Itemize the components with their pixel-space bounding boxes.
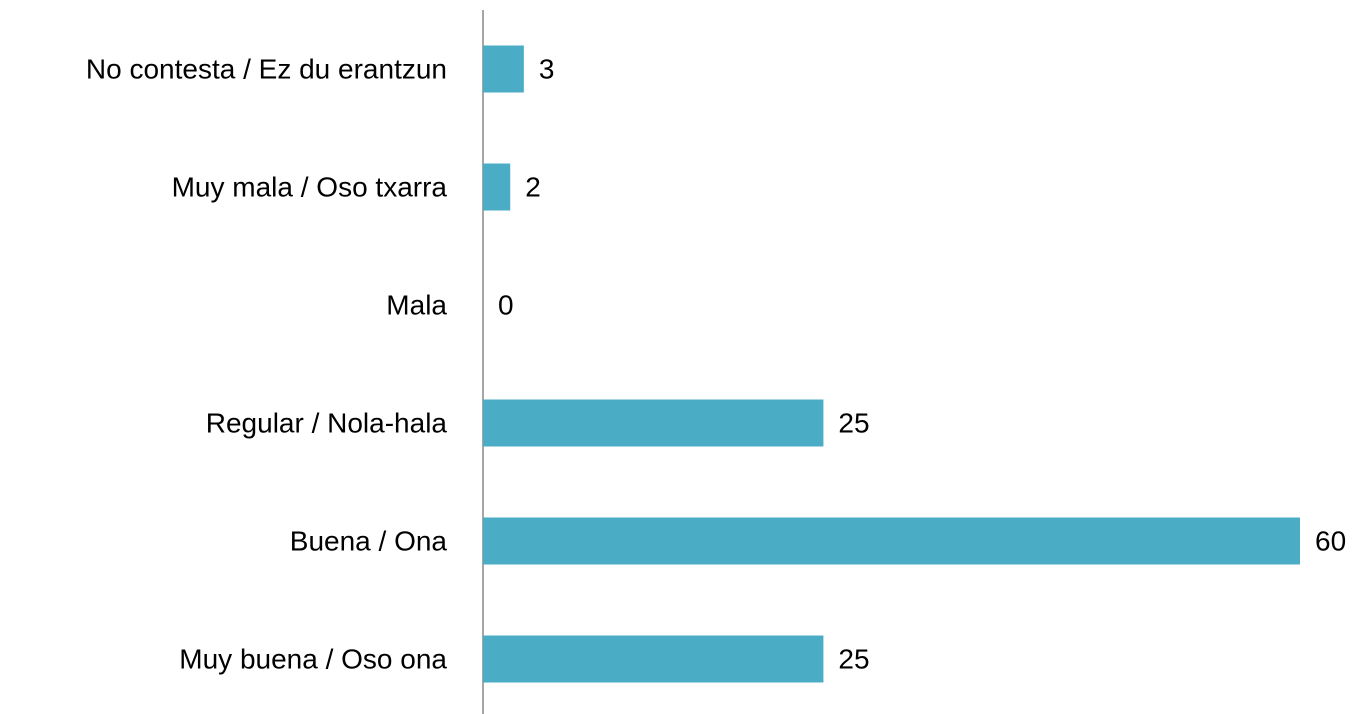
y-tick-label: Mala bbox=[386, 289, 447, 320]
value-label: 3 bbox=[539, 53, 555, 84]
y-tick-label: Muy mala / Oso txarra bbox=[172, 171, 448, 202]
value-label: 2 bbox=[525, 171, 541, 202]
y-tick-label: Buena / Ona bbox=[290, 525, 448, 556]
value-label: 60 bbox=[1315, 525, 1346, 556]
bar bbox=[483, 399, 824, 447]
bar bbox=[483, 45, 524, 93]
bar bbox=[483, 163, 511, 211]
value-label: 25 bbox=[838, 643, 869, 674]
bar bbox=[483, 517, 1300, 565]
bar bbox=[483, 635, 824, 683]
y-tick-label: No contesta / Ez du erantzun bbox=[86, 53, 447, 84]
value-label: 25 bbox=[838, 407, 869, 438]
y-tick-label: Regular / Nola-hala bbox=[206, 407, 448, 438]
y-tick-label: Muy buena / Oso ona bbox=[179, 643, 447, 674]
value-label: 0 bbox=[498, 289, 514, 320]
